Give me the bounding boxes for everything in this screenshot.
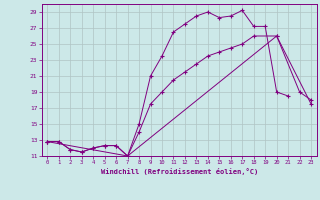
X-axis label: Windchill (Refroidissement éolien,°C): Windchill (Refroidissement éolien,°C) (100, 168, 258, 175)
